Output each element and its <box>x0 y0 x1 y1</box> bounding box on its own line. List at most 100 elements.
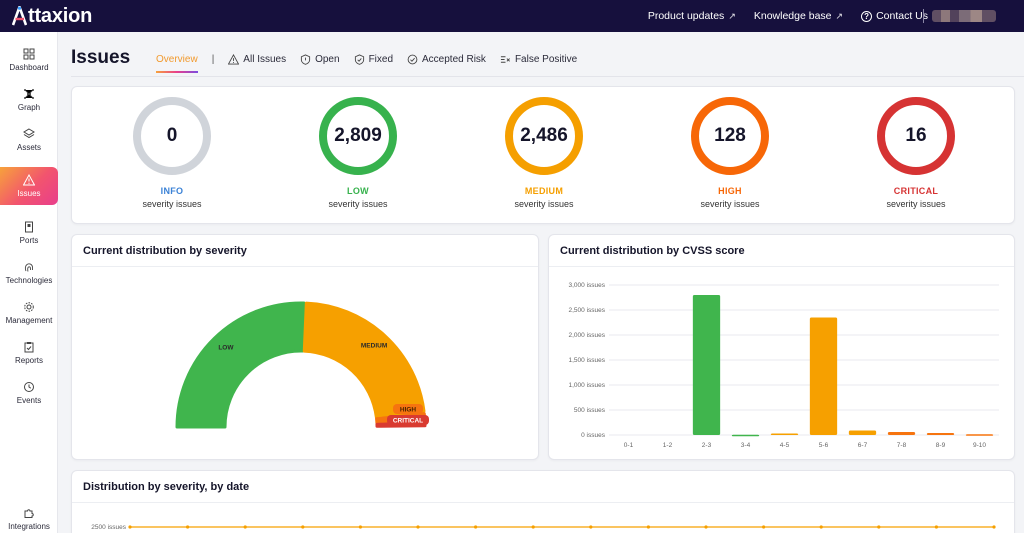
tab-false-positive[interactable]: False Positive <box>500 54 577 65</box>
severity-label: INFO <box>160 186 184 196</box>
tab-accepted-risk[interactable]: Accepted Risk <box>407 54 486 65</box>
severity-sublabel: severity issues <box>328 199 388 209</box>
x-tick-label: 6-7 <box>858 442 868 449</box>
series-point[interactable] <box>992 525 996 529</box>
tab-overview[interactable]: Overview <box>156 54 198 73</box>
y-tick-label: 2,500 issues <box>569 307 606 314</box>
warning-icon <box>23 174 35 186</box>
history-icon <box>24 382 34 392</box>
tab-open[interactable]: Open <box>300 54 340 65</box>
cvss-bar[interactable] <box>965 434 994 436</box>
sidebar-item-dashboard[interactable]: Dashboard <box>0 42 58 78</box>
tab-all-issues[interactable]: All Issues <box>228 54 286 65</box>
cvss-bar[interactable] <box>731 434 760 437</box>
series-point[interactable] <box>474 525 478 529</box>
cvss-bar[interactable] <box>809 317 838 436</box>
series-point[interactable] <box>704 525 708 529</box>
severity-by-date-chart: 2500 issues <box>91 524 996 531</box>
sidebar: Dashboard Graph Assets Issues Ports Tech… <box>0 32 58 533</box>
series-point[interactable] <box>646 525 651 529</box>
tab-label: Fixed <box>368 54 394 65</box>
cvss-bar-chart: 0 issues 500 issues 1,000 issues 1,500 issu… <box>569 282 999 449</box>
logo-a-mark-icon <box>11 5 28 26</box>
assets-icon <box>23 128 35 139</box>
sidebar-item-graph[interactable]: Graph <box>0 82 58 118</box>
series-point[interactable] <box>186 525 190 529</box>
y-tick-label: 2,000 issues <box>569 332 606 339</box>
sidebar-item-label: Issues <box>17 189 41 198</box>
graph-icon <box>24 89 34 99</box>
cvss-bar[interactable] <box>692 295 721 435</box>
tab-label: Accepted Risk <box>422 54 486 65</box>
gauge-slice-low[interactable] <box>175 301 306 429</box>
puzzle-icon <box>24 509 34 518</box>
series-point[interactable] <box>819 525 823 529</box>
gauge-slice-medium[interactable] <box>302 301 426 419</box>
series-point[interactable] <box>531 525 535 529</box>
cvss-distribution-card: Current distribution by CVSS score 0 iss… <box>548 234 1015 460</box>
tab-label: All Issues <box>243 54 287 65</box>
severity-low[interactable]: 2,809 LOW severity issues <box>308 97 408 209</box>
series-point[interactable] <box>877 525 881 529</box>
warning-icon <box>228 54 240 65</box>
sidebar-item-label: Reports <box>14 356 43 365</box>
tab-fixed[interactable]: Fixed <box>354 54 393 65</box>
series-point[interactable] <box>934 525 939 529</box>
sidebar-item-label: Technologies <box>5 276 53 285</box>
user-menu[interactable] <box>932 10 996 22</box>
y-tick-label: 0 issues <box>581 432 606 439</box>
series-point[interactable] <box>589 525 593 529</box>
y-tick-label: 1,000 issues <box>569 382 606 389</box>
sidebar-item-label: Management <box>5 316 53 325</box>
tab-label: False Positive <box>514 54 578 65</box>
tab-label: Open <box>315 54 340 65</box>
cvss-bar[interactable] <box>926 433 955 435</box>
help-circle-icon: ? <box>861 10 873 22</box>
sidebar-item-label: Events <box>16 396 42 405</box>
series-point[interactable] <box>358 525 362 529</box>
sidebar-item-assets[interactable]: Assets <box>0 122 58 158</box>
x-tick-label: 4-5 <box>780 442 790 449</box>
series-point[interactable] <box>301 525 305 529</box>
x-tick-label: 5-6 <box>819 442 829 449</box>
product-updates-link[interactable]: Product updates ↗ <box>648 10 736 22</box>
y-tick-label: 2500 issues <box>91 524 126 531</box>
tab-label: Overview <box>156 54 198 65</box>
product-updates-label: Product updates <box>647 10 725 22</box>
cvss-bar[interactable] <box>887 432 916 435</box>
sidebar-item-ports[interactable]: Ports <box>0 215 58 251</box>
attaxion-logo[interactable]: ttaxion <box>11 4 92 28</box>
severity-sublabel: severity issues <box>886 199 946 209</box>
severity-ring: 2,809 <box>319 97 397 175</box>
series-point[interactable] <box>243 525 247 529</box>
contact-us-link[interactable]: ? Contact Us <box>861 10 928 22</box>
series-point[interactable] <box>416 525 420 529</box>
top-separator <box>923 9 924 23</box>
severity-sublabel: severity issues <box>700 199 760 209</box>
sidebar-item-events[interactable]: Events <box>0 375 58 411</box>
x-tick-label: 0-1 <box>624 442 634 449</box>
severity-medium[interactable]: 2,486 MEDIUM severity issues <box>494 97 594 209</box>
card-divider <box>549 266 1014 267</box>
cvss-bar[interactable] <box>770 433 799 436</box>
sidebar-item-technologies[interactable]: Technologies <box>0 255 58 291</box>
shield-alert-icon <box>301 54 311 65</box>
severity-ring: 16 <box>877 97 955 175</box>
sidebar-item-management[interactable]: Management <box>0 295 58 331</box>
gauge-pill <box>387 415 429 425</box>
sidebar-item-reports[interactable]: Reports <box>0 335 58 371</box>
knowledge-base-label: Knowledge base <box>753 10 832 22</box>
severity-critical[interactable]: 16 CRITICAL severity issues <box>866 97 966 209</box>
x-tick-label: 2-3 <box>702 442 712 449</box>
series-point[interactable] <box>128 525 132 529</box>
sidebar-item-integrations[interactable]: Integrations <box>0 501 58 533</box>
sidebar-item-issues[interactable]: Issues <box>0 167 58 205</box>
cvss-bar[interactable] <box>848 430 877 436</box>
gauge-slice-label: MEDIUM <box>361 342 387 349</box>
severity-high[interactable]: 128 HIGH severity issues <box>680 97 780 209</box>
gauge-slice-label: LOW <box>218 344 234 351</box>
severity-sublabel: severity issues <box>142 199 202 209</box>
series-point[interactable] <box>762 525 766 529</box>
knowledge-base-link[interactable]: Knowledge base ↗ <box>754 10 843 22</box>
severity-info[interactable]: 0 INFO severity issues <box>122 97 222 209</box>
